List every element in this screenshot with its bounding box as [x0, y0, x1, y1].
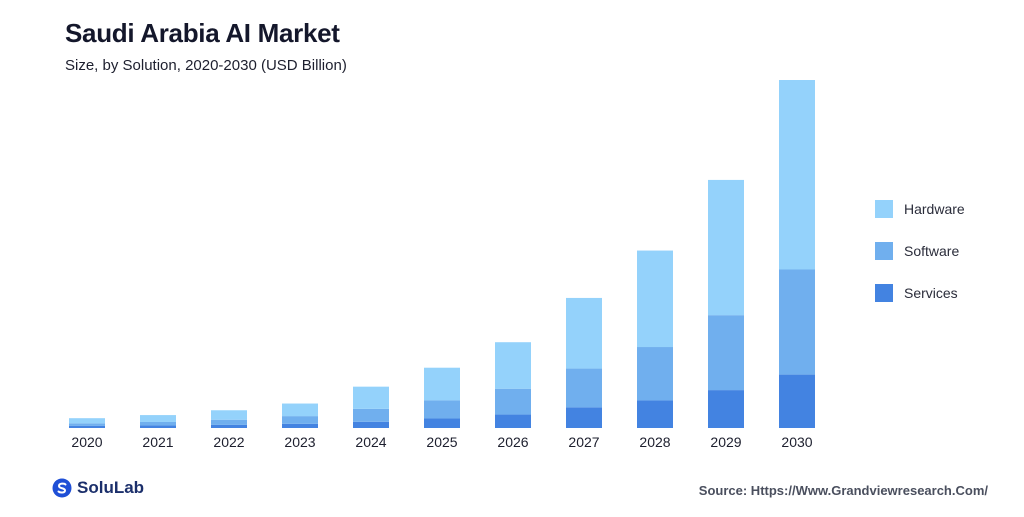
legend-item-hardware: Hardware [875, 200, 965, 218]
solulab-logo-icon [52, 478, 72, 498]
bar-software-2026 [495, 388, 531, 415]
bars-group [69, 80, 815, 428]
bar-hardware-2026 [495, 342, 531, 389]
bar-hardware-2025 [424, 367, 460, 401]
bar-hardware-2028 [637, 250, 673, 348]
bar-software-2020 [69, 423, 105, 426]
x-tick-label-2024: 2024 [355, 434, 386, 450]
bar-services-2020 [69, 425, 105, 428]
bar-software-2030 [779, 269, 815, 375]
x-tick-label-2028: 2028 [639, 434, 670, 450]
bar-services-2024 [353, 421, 389, 428]
bar-software-2022 [211, 419, 247, 425]
bar-services-2023 [282, 423, 318, 428]
bar-software-2021 [140, 421, 176, 426]
bar-hardware-2029 [708, 179, 744, 316]
x-tick-label-2023: 2023 [284, 434, 315, 450]
legend: Hardware Software Services [875, 200, 965, 326]
brand-name: SoluLab [77, 478, 145, 497]
x-tick-label-2030: 2030 [781, 434, 812, 450]
bar-software-2025 [424, 400, 460, 419]
bar-hardware-2027 [566, 297, 602, 369]
bar-hardware-2024 [353, 386, 389, 409]
x-tick-label-2021: 2021 [142, 434, 173, 450]
legend-swatch-hardware [875, 200, 893, 218]
legend-item-services: Services [875, 284, 965, 302]
x-axis-labels: 2020 2021 2022 2023 2024 2025 2026 2027 2028 2029… [71, 434, 812, 450]
bar-services-2025 [424, 418, 460, 428]
legend-swatch-software [875, 242, 893, 260]
chart-title: Saudi Arabia AI Market [65, 18, 340, 48]
legend-swatch-services [875, 284, 893, 302]
bar-software-2029 [708, 315, 744, 391]
bar-services-2027 [566, 407, 602, 428]
chart-subtitle: Size, by Solution, 2020-2030 (USD Billio… [65, 57, 347, 74]
x-tick-label-2020: 2020 [71, 434, 102, 450]
bar-hardware-2022 [211, 410, 247, 420]
bar-hardware-2021 [140, 415, 176, 422]
bar-hardware-2020 [69, 418, 105, 424]
legend-label-services: Services [904, 285, 958, 301]
x-tick-label-2027: 2027 [568, 434, 599, 450]
bar-services-2028 [637, 400, 673, 428]
bar-services-2030 [779, 374, 815, 428]
bar-software-2028 [637, 347, 673, 401]
bar-services-2026 [495, 414, 531, 428]
bar-software-2024 [353, 408, 389, 422]
bar-hardware-2023 [282, 403, 318, 417]
bar-hardware-2030 [779, 80, 815, 270]
x-tick-label-2022: 2022 [213, 434, 244, 450]
bar-services-2021 [140, 425, 176, 428]
bar-services-2029 [708, 390, 744, 428]
legend-label-hardware: Hardware [904, 201, 965, 217]
brand-logo[interactable]: SoluLab [52, 478, 144, 498]
source-text: Source: Https://Www.Grandviewresearch.Co… [698, 483, 988, 498]
bar-services-2022 [211, 424, 247, 428]
x-tick-label-2025: 2025 [426, 434, 457, 450]
legend-label-software: Software [904, 243, 960, 259]
x-tick-label-2026: 2026 [497, 434, 528, 450]
legend-item-software: Software [875, 242, 965, 260]
x-tick-label-2029: 2029 [710, 434, 741, 450]
bar-software-2023 [282, 416, 318, 424]
bar-software-2027 [566, 368, 602, 408]
